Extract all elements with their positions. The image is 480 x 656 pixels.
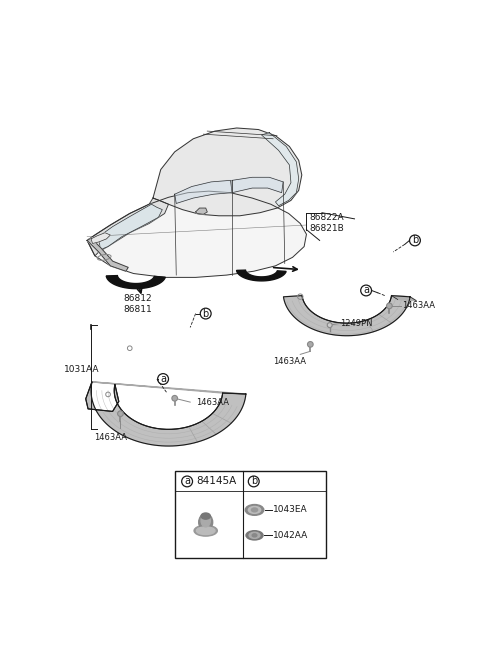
Ellipse shape — [246, 531, 263, 540]
Polygon shape — [99, 204, 162, 250]
Circle shape — [328, 324, 331, 326]
Text: 84145A: 84145A — [196, 476, 237, 487]
Text: 1042AA: 1042AA — [273, 531, 308, 540]
Ellipse shape — [199, 514, 213, 531]
Text: 1463AA: 1463AA — [273, 358, 306, 367]
Polygon shape — [91, 233, 110, 243]
Text: a: a — [184, 476, 190, 487]
Circle shape — [118, 411, 123, 417]
Text: a: a — [160, 374, 166, 384]
Polygon shape — [92, 382, 246, 394]
Text: a: a — [363, 285, 369, 295]
Bar — [175, 472, 326, 558]
Ellipse shape — [245, 504, 264, 516]
Text: 1043EA: 1043EA — [273, 505, 308, 514]
Circle shape — [308, 342, 313, 347]
Ellipse shape — [194, 525, 217, 536]
Text: 1249PN: 1249PN — [340, 319, 373, 328]
Circle shape — [327, 323, 332, 327]
Polygon shape — [232, 177, 283, 193]
Ellipse shape — [249, 532, 260, 539]
Text: 86822A
86821B: 86822A 86821B — [310, 213, 344, 233]
Circle shape — [172, 396, 178, 401]
Polygon shape — [86, 382, 246, 446]
Text: b: b — [203, 308, 209, 319]
Ellipse shape — [201, 514, 210, 527]
Polygon shape — [87, 198, 168, 256]
Polygon shape — [284, 296, 410, 336]
Polygon shape — [392, 296, 416, 300]
Text: b: b — [412, 236, 418, 245]
Text: b: b — [251, 476, 257, 487]
Text: 86812
86811: 86812 86811 — [123, 295, 152, 314]
Polygon shape — [153, 128, 302, 216]
Polygon shape — [175, 180, 232, 203]
Text: 1031AA: 1031AA — [64, 365, 99, 375]
Text: 1463AA: 1463AA — [196, 398, 228, 407]
Polygon shape — [106, 276, 165, 289]
Polygon shape — [262, 133, 299, 206]
Polygon shape — [87, 191, 306, 277]
Circle shape — [387, 303, 392, 308]
Circle shape — [173, 397, 176, 400]
Polygon shape — [237, 270, 286, 281]
Text: 1463AA: 1463AA — [403, 301, 435, 310]
Circle shape — [119, 412, 122, 415]
Text: 1463AA: 1463AA — [94, 433, 127, 442]
Ellipse shape — [252, 508, 258, 512]
Ellipse shape — [252, 534, 257, 537]
Circle shape — [388, 304, 391, 308]
Ellipse shape — [248, 506, 261, 514]
Ellipse shape — [196, 527, 215, 535]
Polygon shape — [196, 208, 207, 215]
Ellipse shape — [201, 513, 210, 519]
Polygon shape — [87, 238, 128, 271]
Circle shape — [309, 343, 312, 346]
